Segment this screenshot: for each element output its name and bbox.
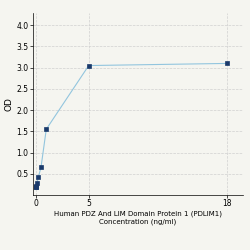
- X-axis label: Human PDZ And LIM Domain Protein 1 (PDLIM1)
Concentration (ng/ml): Human PDZ And LIM Domain Protein 1 (PDLI…: [54, 211, 222, 225]
- Y-axis label: OD: OD: [4, 97, 14, 111]
